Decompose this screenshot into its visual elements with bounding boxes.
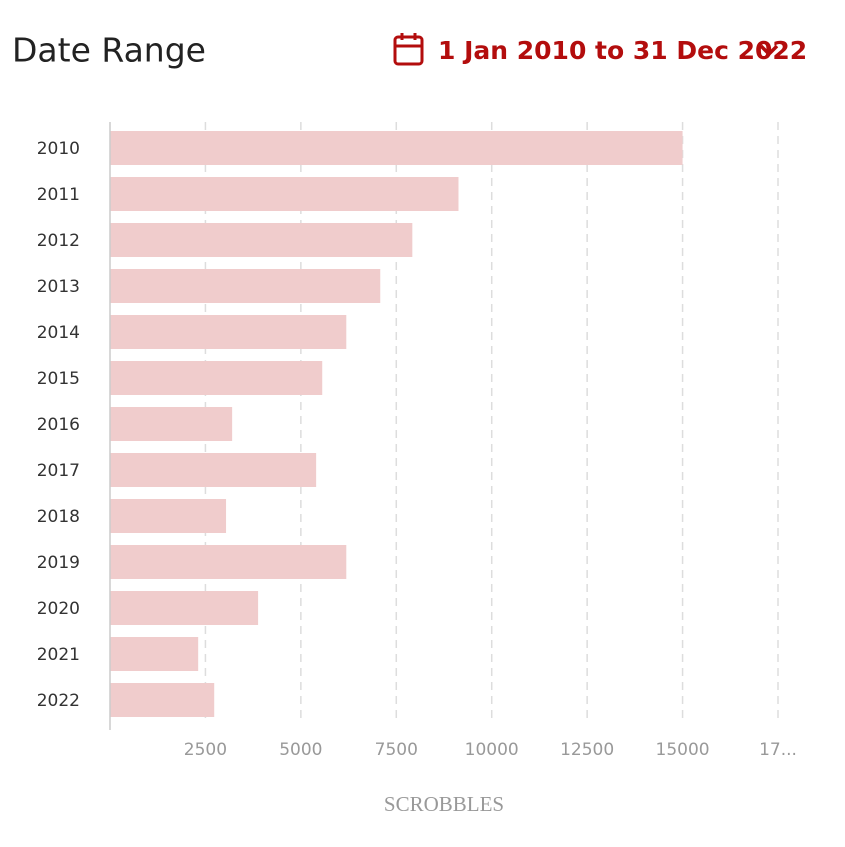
y-tick-label: 2012: [37, 231, 80, 251]
bar: [110, 499, 227, 533]
y-tick-label: 2020: [37, 599, 80, 619]
x-tick-label: 7500: [375, 740, 418, 760]
bar: [110, 177, 459, 211]
y-tick-label: 2018: [37, 507, 80, 527]
chevron[interactable]: [759, 44, 779, 57]
title: Date Range: [12, 31, 206, 70]
bar: [110, 545, 347, 579]
bar: [110, 223, 413, 257]
bar: [110, 453, 317, 487]
date-range[interactable]: 1 Jan 2010 to 31 Dec 2022: [438, 36, 807, 65]
y-tick-label: 2014: [37, 323, 80, 343]
date-picker[interactable]: 1 Jan 2010 to 31 Dec 2022: [393, 33, 807, 66]
bar: [110, 683, 215, 717]
y-tick-label: 2017: [37, 461, 80, 481]
y-tick-label: 2015: [37, 369, 80, 389]
y-tick-label: 2022: [37, 691, 80, 711]
bar: [110, 637, 199, 671]
y-tick-label: 2016: [37, 415, 80, 435]
bar: [110, 591, 259, 625]
y-tick-label: 2013: [37, 277, 80, 297]
x-tick-label: 17...: [759, 740, 797, 760]
x-tick-label: 5000: [279, 740, 322, 760]
bar: [110, 131, 683, 165]
bar: [110, 269, 381, 303]
x-tick-label: 15000: [656, 740, 710, 760]
bar: [110, 361, 323, 395]
y-tick-label: 2011: [37, 185, 80, 205]
x-tick-label: 12500: [560, 740, 614, 760]
y-tick-label: 2019: [37, 553, 80, 573]
calendar-icon: [393, 35, 424, 66]
bar: [110, 407, 233, 441]
y-tick-label: 2021: [37, 645, 80, 665]
x-tick-label: 2500: [184, 740, 227, 760]
x-axis-title: SCROBBLES: [384, 792, 504, 816]
x-tick-label: 10000: [465, 740, 519, 760]
y-tick-label: 2010: [37, 139, 80, 159]
bar: [110, 315, 347, 349]
